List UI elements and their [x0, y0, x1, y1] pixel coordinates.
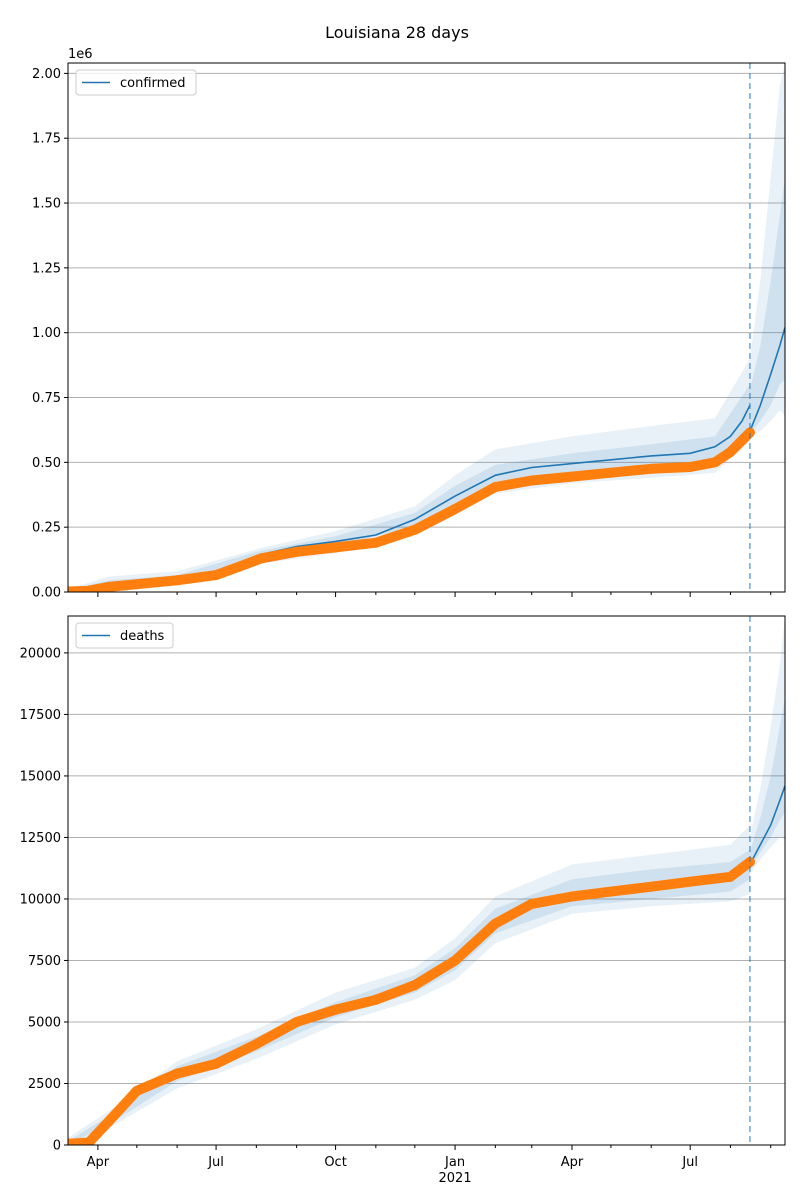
x-tick-label: Jul — [681, 1155, 698, 1170]
uncertainty-band-inner — [68, 384, 750, 592]
observed-point — [68, 586, 73, 592]
observed-point — [131, 1085, 142, 1096]
y-tick-label: 20000 — [20, 646, 61, 661]
observed-point — [605, 467, 616, 478]
plot-area — [68, 63, 785, 592]
observed-point — [526, 898, 537, 909]
deaths-panel: 0 2500 5000 7500 10000 12500 15000 17500 20000 Ap… — [20, 615, 786, 1186]
observed-point — [291, 1017, 302, 1027]
x-tick-label: Apr — [87, 1155, 110, 1170]
observed-point — [83, 1137, 94, 1145]
observed-point — [490, 482, 501, 492]
y-tick-label: 1.25 — [32, 261, 61, 276]
uncertainty-band-outer — [68, 358, 750, 592]
x-year-label: 2021 — [439, 1171, 472, 1186]
observed-point — [646, 881, 657, 892]
y-offset-label: 1e6 — [68, 47, 93, 62]
observed-point — [685, 876, 696, 887]
observed-point — [68, 1138, 73, 1145]
y-tick-label: 0.25 — [32, 521, 61, 536]
observed-point — [409, 980, 420, 991]
observed-point — [744, 427, 755, 438]
legend-box — [75, 69, 197, 96]
forecast-line — [749, 785, 785, 865]
observed-point — [104, 581, 115, 592]
y-tick-label: 5000 — [28, 1015, 61, 1030]
observed-series-line — [68, 857, 755, 1145]
observed-point — [526, 475, 537, 486]
y-tick-label: 0.00 — [32, 586, 61, 601]
x-tick-label: Apr — [561, 1155, 584, 1170]
figure-title: Louisiana 28 days — [325, 23, 469, 42]
x-tick-label: Oct — [324, 1155, 346, 1170]
legend: deaths — [75, 622, 174, 649]
observed-point — [211, 570, 222, 581]
observed-point — [172, 575, 183, 586]
y-tick-label: 2500 — [28, 1077, 61, 1092]
observed-point — [725, 447, 736, 457]
confirmed-panel: 0.00 0.25 0.50 0.75 1.00 1.25 1.50 1.75 2.00 1e6 c… — [32, 47, 786, 601]
y-tick-label: 15000 — [20, 769, 61, 784]
observed-point — [490, 918, 501, 929]
observed-point — [605, 886, 616, 897]
observed-point — [131, 579, 142, 590]
observed-point — [235, 561, 246, 572]
observed-point — [104, 1115, 115, 1126]
observed-point — [211, 1058, 222, 1069]
uncertainty-band-forecast-outer — [749, 63, 785, 437]
axes-frame — [67, 62, 786, 593]
observed-point — [251, 1039, 262, 1050]
y-tick-label: 1.50 — [32, 197, 61, 212]
legend-label: confirmed — [120, 76, 186, 91]
uncertainty-band-forecast-inner — [749, 177, 785, 434]
y-tick-label: 17500 — [20, 708, 61, 723]
observed-point — [83, 585, 94, 592]
y-tick-label: 1.00 — [32, 326, 61, 341]
forecast-line — [749, 327, 785, 432]
observed-point — [737, 435, 748, 446]
observed-point — [567, 471, 577, 482]
observed-point — [450, 504, 461, 514]
x-tick-label: Jan — [444, 1155, 465, 1170]
observed-point — [291, 546, 302, 557]
legend-box — [75, 622, 174, 649]
observed-point — [370, 994, 381, 1005]
observed-point — [330, 542, 341, 553]
y-tick-label: 12500 — [20, 831, 61, 846]
x-tick-label: Jul — [207, 1155, 224, 1170]
observed-point — [409, 524, 420, 535]
observed-point — [256, 553, 267, 564]
observed-point — [725, 871, 736, 882]
uncertainty-band-forecast-inner — [749, 697, 785, 870]
axes-frame — [67, 615, 786, 1146]
observed-point — [450, 955, 461, 966]
y-tick-label: 7500 — [28, 954, 61, 969]
y-tick-label: 10000 — [20, 892, 61, 907]
observed-point — [172, 1068, 183, 1079]
observed-point — [646, 463, 657, 474]
y-tick-label: 0.50 — [32, 456, 61, 471]
y-tick-label: 0 — [53, 1139, 61, 1154]
observed-point — [685, 462, 696, 472]
observed-point — [330, 1004, 341, 1015]
observed-point — [709, 457, 720, 468]
y-tick-label: 1.75 — [32, 132, 61, 147]
observed-point — [567, 891, 577, 902]
plot-area — [68, 616, 785, 1145]
legend: confirmed — [75, 69, 197, 96]
y-tick-label: 0.75 — [32, 391, 61, 406]
observed-point — [370, 537, 381, 548]
legend-label: deaths — [120, 629, 165, 644]
y-tick-label: 2.00 — [32, 67, 61, 82]
